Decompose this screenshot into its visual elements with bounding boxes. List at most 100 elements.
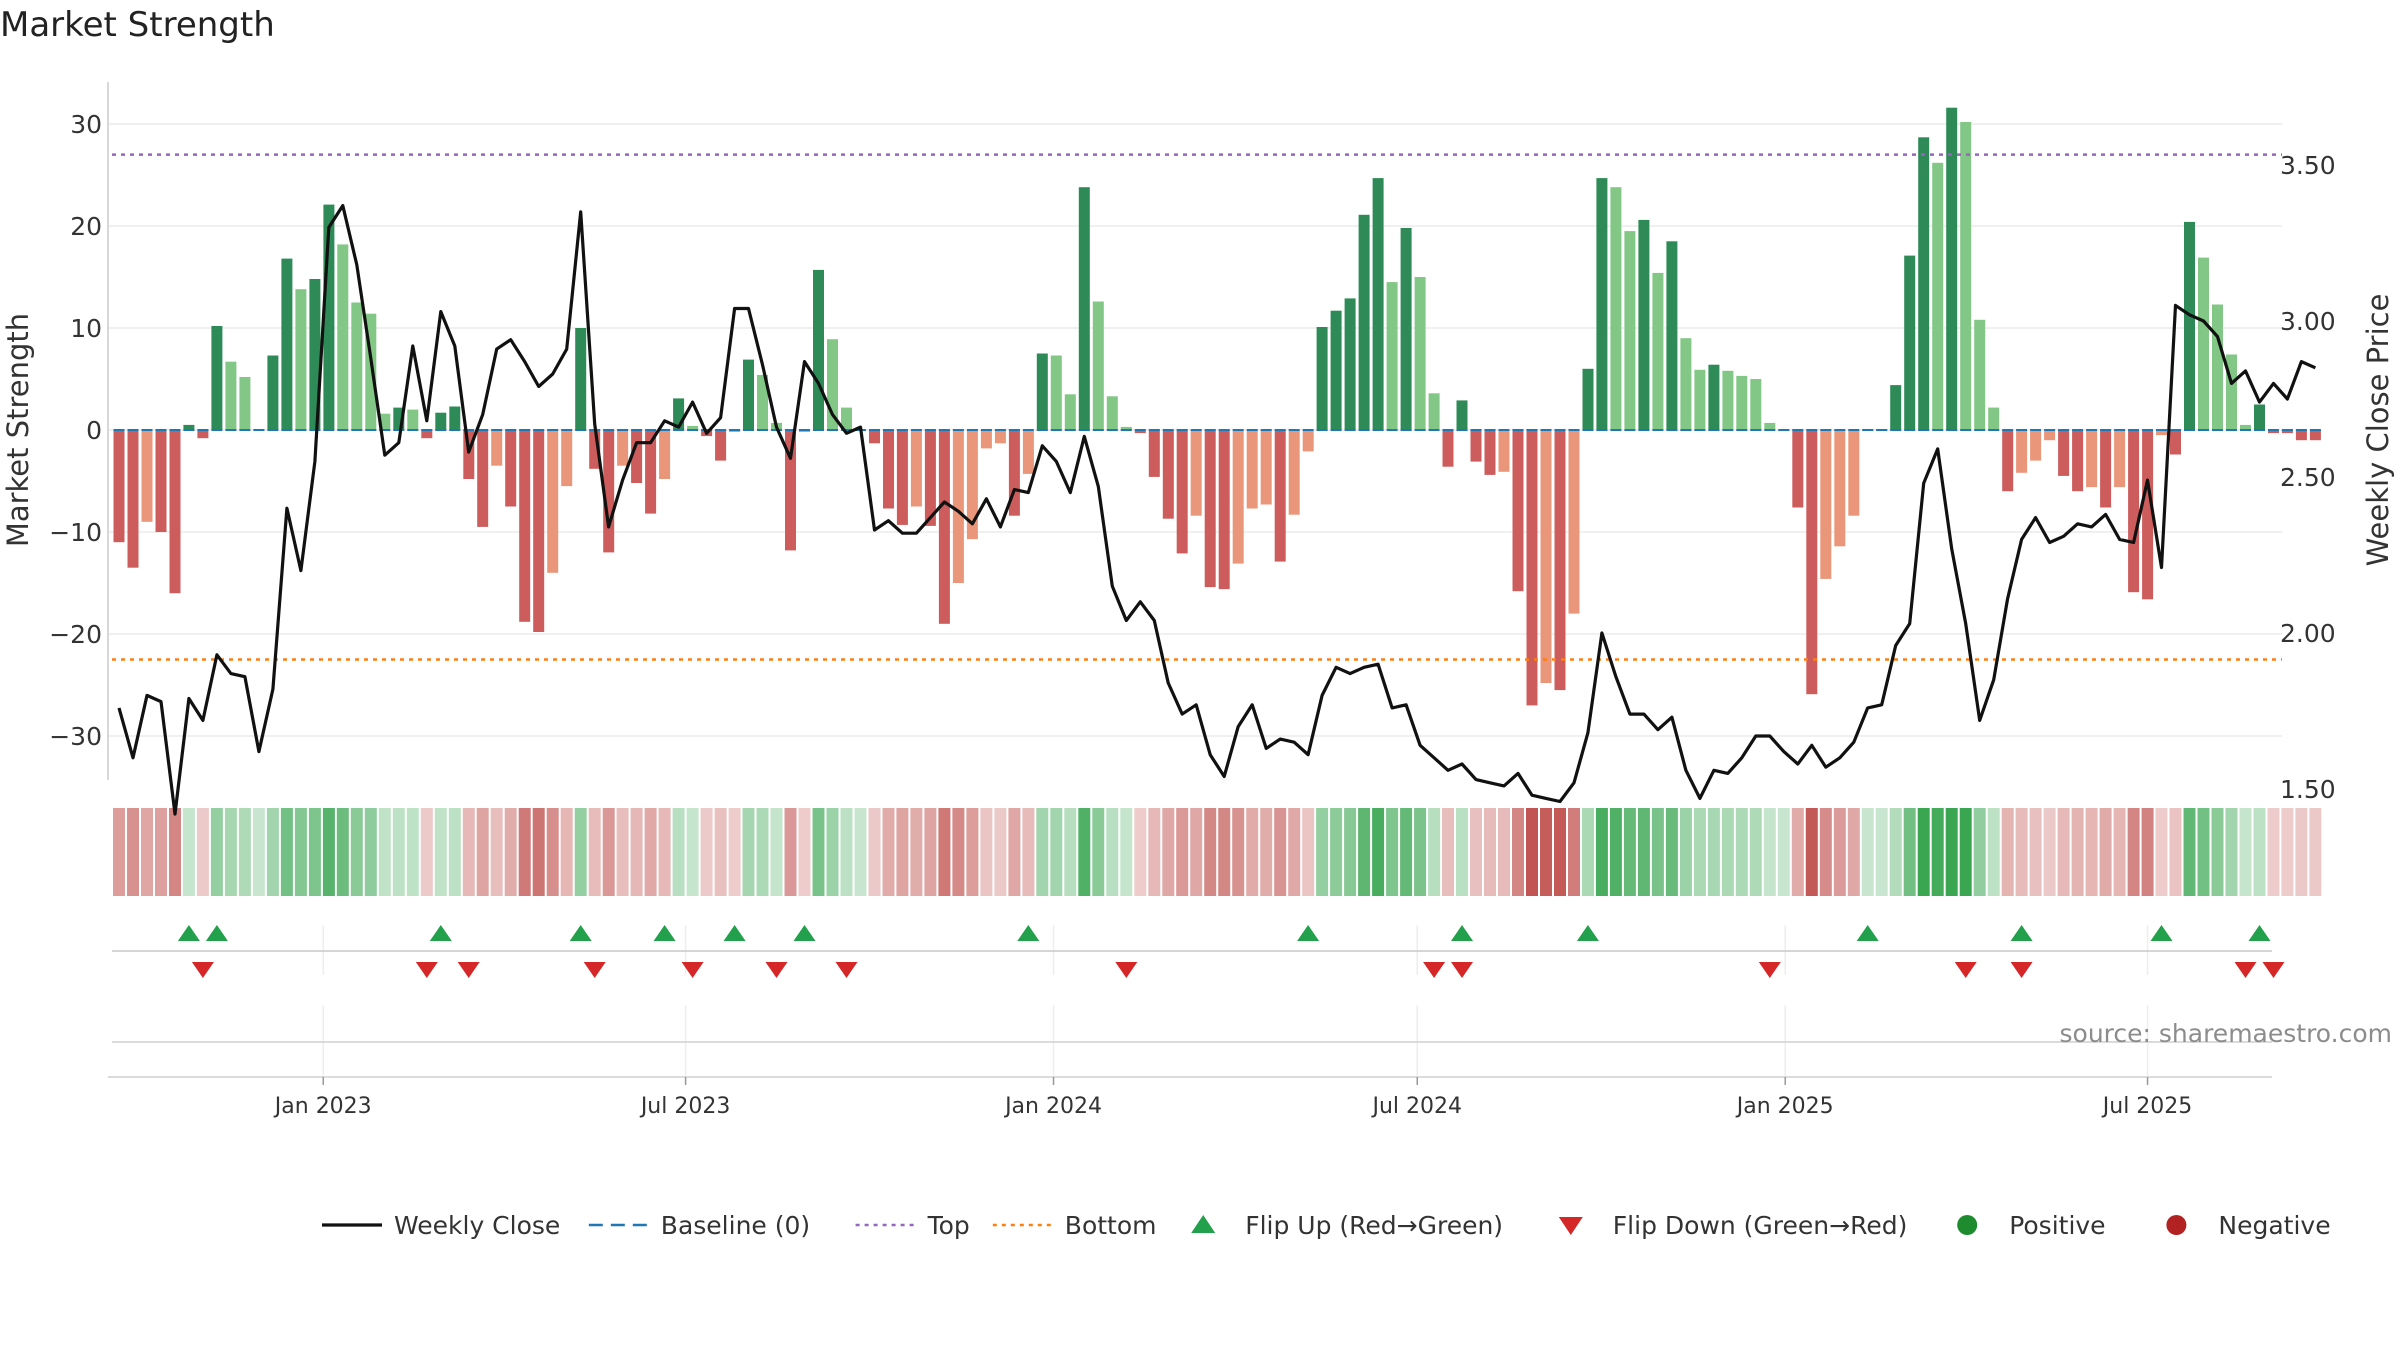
strip-cell [1665, 808, 1678, 896]
strip-cell [1679, 808, 1692, 896]
strip-cell [910, 808, 923, 896]
strip-cell [182, 808, 195, 896]
strength-bar [1344, 298, 1356, 430]
strip-cell [322, 808, 335, 896]
flip-down-marker [415, 962, 438, 978]
y-tick-label: 20 [70, 212, 102, 241]
strength-bar [1554, 430, 1566, 691]
y2-tick-label: 2.50 [2280, 463, 2336, 492]
x-tick-label: Jan 2025 [1735, 1094, 1834, 1119]
strip-cell [1735, 808, 1748, 896]
strip-cell [1498, 808, 1510, 896]
strength-bar [603, 430, 615, 553]
strength-bar [477, 430, 489, 527]
strength-bar [449, 406, 461, 430]
strip-cell [924, 808, 937, 896]
strip-cell [2071, 808, 2084, 896]
strip-cell [2183, 808, 2196, 896]
strip-cell [336, 808, 349, 896]
strip-cell [1442, 808, 1454, 896]
flip-up-marker [653, 925, 676, 941]
strip-cell [854, 808, 867, 896]
strength-bar [2254, 404, 2265, 430]
strip-cell [196, 808, 209, 896]
strength-bar [1638, 219, 1650, 430]
strength-bar [1470, 430, 1482, 462]
strength-bar [323, 204, 335, 430]
strip-cell [1763, 808, 1776, 896]
legend-label: Bottom [1065, 1211, 1157, 1240]
strength-bar [1106, 396, 1118, 430]
strength-bar [2170, 430, 2181, 455]
strip-cell [798, 808, 811, 896]
strip-cell [2127, 808, 2140, 896]
strength-bar [2156, 430, 2167, 436]
strength-bar [1946, 107, 1958, 430]
flip-up-marker [793, 925, 816, 941]
strength-bar [295, 289, 307, 430]
strip-cell [658, 808, 671, 896]
flip-down-marker [1115, 962, 1138, 978]
strength-bar [1484, 430, 1496, 475]
strip-cell [2309, 808, 2322, 896]
strip-cell [616, 808, 629, 896]
source-note: source: sharemaestro.com [2060, 1019, 2393, 1048]
strength-bar [1064, 394, 1076, 430]
strength-bar [2086, 430, 2098, 488]
strip-cell [1749, 808, 1762, 896]
strip-cell [952, 808, 965, 896]
strip-cell [840, 808, 853, 896]
strength-bar [155, 430, 167, 532]
strength-bar [2128, 430, 2140, 593]
strength-bar [561, 430, 573, 487]
legend-item: Flip Down (Green→Red) [1558, 1211, 1907, 1240]
strength-bar [1330, 310, 1342, 430]
flip-up-marker [2248, 925, 2271, 941]
strength-bar [659, 430, 671, 479]
flip-up-marker [569, 925, 592, 941]
strength-bar [743, 359, 754, 430]
strip-cell [392, 808, 405, 896]
strip-cell [2239, 808, 2252, 896]
y-tick-label: −20 [49, 620, 102, 649]
strength-bar [1302, 430, 1314, 452]
legend-item: Weekly Close [322, 1211, 560, 1240]
strength-bar [1428, 393, 1440, 430]
strip-cell [155, 808, 167, 896]
flip-down-marker [1954, 962, 1977, 978]
strip-cell [1987, 808, 2000, 896]
strength-bar [1526, 430, 1538, 706]
strength-bar [813, 269, 824, 430]
legend-item: Bottom [992, 1211, 1157, 1240]
strength-bar [1666, 241, 1678, 430]
strip-cell [1134, 808, 1147, 896]
strip-cell [2155, 808, 2168, 896]
flip-up-marker [1297, 925, 1320, 941]
strength-bar [183, 424, 195, 430]
strength-bar [1414, 277, 1426, 430]
flip-down-marker [765, 962, 788, 978]
y-tick-label: 30 [70, 110, 102, 139]
strip-cell [1819, 808, 1832, 896]
flip-down-marker [1451, 962, 1473, 978]
strip-cell [602, 808, 615, 896]
reference-lines [112, 153, 2282, 661]
strip-cell [1917, 808, 1930, 896]
strip-cell [2169, 808, 2182, 896]
strip-cell [266, 808, 279, 896]
strip-cell [1847, 808, 1860, 896]
legend-item: Top [855, 1211, 970, 1240]
strength-bar [938, 430, 950, 624]
strength-bar [687, 425, 699, 430]
strip-cell [2099, 808, 2112, 896]
strip-cell [1316, 808, 1329, 896]
strip-cell [1568, 808, 1580, 896]
strip-cell [1260, 808, 1273, 896]
strip-cell [1106, 808, 1119, 896]
strip-cell [141, 808, 153, 896]
strength-bar [1610, 187, 1622, 430]
strength-bar [715, 430, 727, 461]
strip-cell [364, 808, 377, 896]
strip-cell [1400, 808, 1413, 896]
strip-cell [1428, 808, 1441, 896]
